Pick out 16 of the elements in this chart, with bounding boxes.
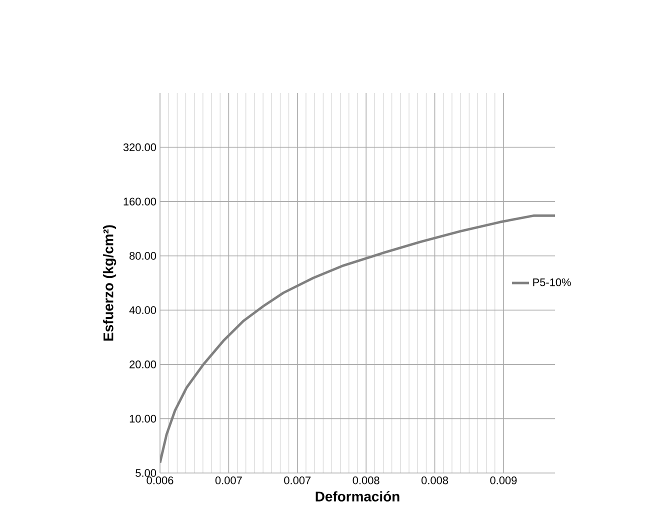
x-tick-label: 0.009 xyxy=(490,476,517,484)
y-tick-label: 320.00 xyxy=(123,144,156,152)
y-axis-title: Esfuerzo (kg/cm²) xyxy=(103,225,116,341)
x-tick-label: 0.008 xyxy=(422,476,448,484)
x-axis-title: Deformación xyxy=(316,491,400,502)
y-tick-label: 20.00 xyxy=(130,360,156,368)
x-tick-label: 0.007 xyxy=(215,476,242,484)
x-tick-label: 0.007 xyxy=(284,476,311,484)
y-tick-label: 160.00 xyxy=(124,198,156,206)
y-tick-label: 40.00 xyxy=(129,306,156,314)
y-tick-label: 80.00 xyxy=(130,252,156,260)
x-tick-label: 0.008 xyxy=(352,476,380,484)
y-tick-label: 5.00 xyxy=(136,469,156,477)
y-tick-label: 10.00 xyxy=(130,414,156,423)
x-tick-label: 0.006 xyxy=(146,476,174,484)
legend-label: P5-10% xyxy=(533,278,571,286)
